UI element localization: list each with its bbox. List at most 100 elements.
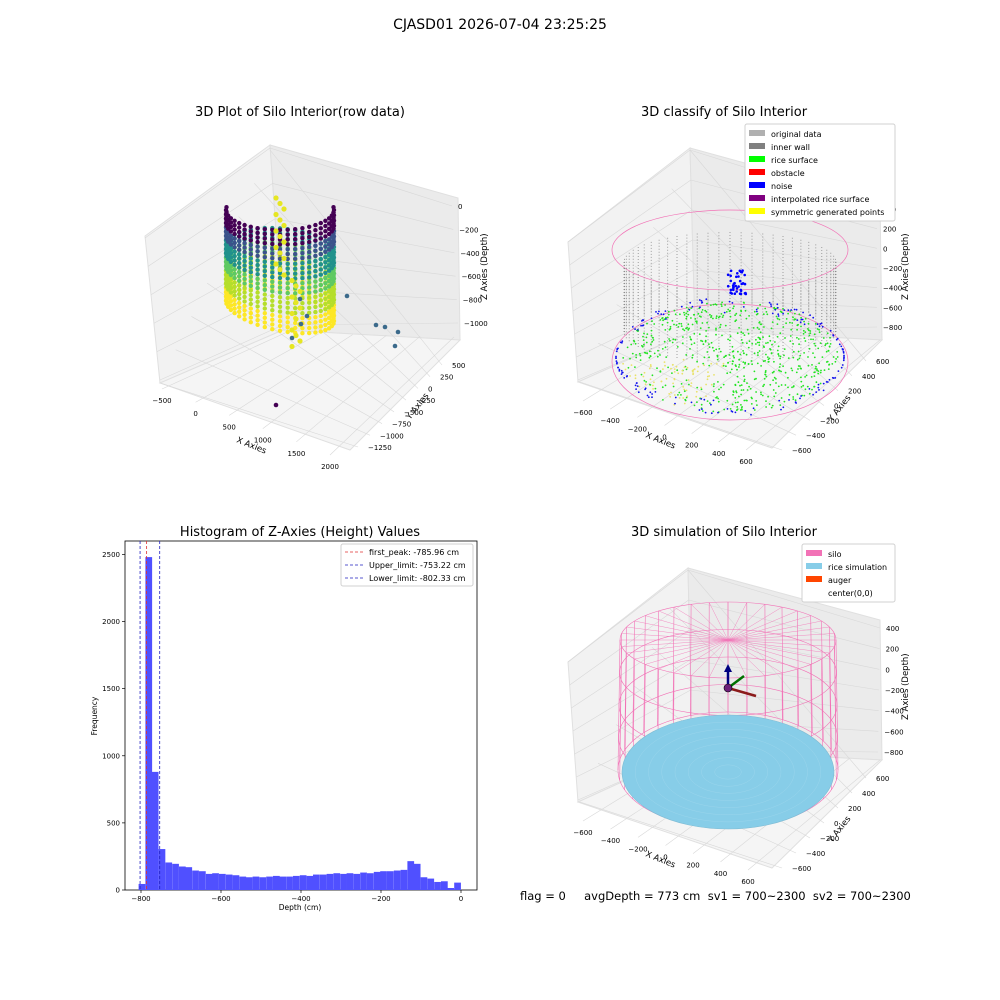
surface-point bbox=[792, 316, 794, 319]
cloud-point bbox=[248, 292, 253, 298]
surface-point bbox=[746, 328, 749, 331]
surface-point bbox=[701, 410, 704, 412]
surface-point bbox=[777, 385, 780, 388]
cloud-point bbox=[285, 329, 290, 335]
surface-point bbox=[690, 338, 693, 341]
surface-point bbox=[750, 360, 753, 362]
histogram-bar bbox=[293, 875, 300, 890]
surface-point bbox=[734, 314, 736, 317]
surface-point bbox=[643, 332, 645, 335]
cloud-point bbox=[289, 294, 295, 300]
surface-point bbox=[667, 313, 670, 316]
simulation-legend-label: center(0,0) bbox=[828, 589, 873, 598]
surface-point bbox=[785, 322, 787, 325]
surface-point bbox=[808, 334, 811, 337]
surface-point bbox=[650, 329, 653, 332]
noise-point bbox=[838, 343, 841, 346]
surface-point bbox=[728, 354, 731, 356]
surface-point bbox=[784, 371, 787, 374]
surface-point bbox=[686, 310, 689, 313]
cloud-point bbox=[307, 290, 312, 295]
z-tick-label: −600 bbox=[884, 728, 903, 736]
cloud-point bbox=[326, 315, 332, 320]
surface-point bbox=[633, 340, 636, 343]
surface-point bbox=[700, 388, 703, 391]
noise-point bbox=[735, 290, 738, 293]
surface-point bbox=[685, 327, 687, 330]
center-marker-icon bbox=[723, 683, 733, 693]
surface-point bbox=[797, 323, 799, 326]
surface-point bbox=[629, 357, 631, 360]
cloud-point bbox=[262, 231, 267, 237]
surface-point bbox=[743, 378, 746, 381]
surface-point bbox=[667, 310, 670, 313]
noise-point bbox=[615, 350, 618, 353]
cloud-point bbox=[307, 305, 312, 310]
cloud-point bbox=[326, 252, 332, 258]
cloud-point bbox=[232, 223, 237, 228]
noise-point bbox=[801, 318, 804, 321]
cloud-point bbox=[270, 317, 275, 322]
cloud-point bbox=[228, 281, 234, 286]
surface-point bbox=[814, 367, 817, 370]
surface-point bbox=[703, 364, 705, 367]
surface-point bbox=[709, 313, 711, 316]
raw-back-pane-right bbox=[269, 144, 461, 341]
y-tick-label: 400 bbox=[862, 373, 875, 381]
surface-point bbox=[804, 376, 806, 378]
cloud-point bbox=[285, 295, 290, 301]
histogram-bar bbox=[427, 878, 435, 890]
surface-point bbox=[738, 363, 741, 366]
noise-point bbox=[821, 325, 824, 328]
cloud-point bbox=[323, 234, 328, 239]
surface-point bbox=[721, 334, 723, 337]
surface-point bbox=[659, 354, 661, 356]
surface-point bbox=[649, 364, 652, 366]
surface-point bbox=[765, 342, 767, 344]
cloud-point bbox=[293, 332, 299, 339]
surface-point bbox=[749, 387, 752, 390]
cloud-point bbox=[313, 304, 318, 310]
surface-point bbox=[818, 362, 820, 365]
cloud-point bbox=[323, 286, 328, 291]
surface-point bbox=[804, 340, 807, 342]
cloud-point bbox=[228, 233, 234, 238]
y-tick-label: 400 bbox=[862, 790, 875, 798]
surface-point bbox=[819, 382, 822, 385]
noise-point bbox=[617, 366, 619, 369]
surface-point bbox=[792, 398, 795, 400]
outlier-point bbox=[304, 313, 310, 319]
surface-point bbox=[742, 389, 745, 391]
noise-point bbox=[621, 371, 624, 374]
surface-point bbox=[668, 338, 670, 340]
noise-point bbox=[782, 312, 784, 315]
surface-point bbox=[712, 303, 715, 306]
cloud-point bbox=[248, 279, 253, 284]
noise-point bbox=[842, 350, 845, 353]
cloud-point bbox=[285, 256, 290, 262]
cloud-point bbox=[255, 318, 260, 323]
grid-line bbox=[691, 209, 878, 249]
surface-point bbox=[663, 318, 666, 321]
grid-line bbox=[689, 149, 867, 362]
noise-point bbox=[691, 305, 694, 308]
surface-point bbox=[719, 323, 722, 326]
noise-point bbox=[728, 300, 731, 303]
surface-point bbox=[792, 396, 795, 398]
grid-line bbox=[147, 183, 273, 267]
surface-point bbox=[807, 322, 810, 325]
surface-point bbox=[732, 307, 734, 310]
cloud-point bbox=[285, 242, 290, 247]
surface-point bbox=[772, 389, 775, 391]
cloud-point bbox=[270, 256, 275, 261]
surface-point bbox=[650, 343, 652, 346]
surface-point bbox=[678, 391, 681, 394]
noise-point bbox=[717, 411, 719, 414]
surface-point bbox=[683, 311, 685, 314]
cloud-point bbox=[326, 221, 332, 226]
noise-point bbox=[812, 393, 814, 396]
noise-point bbox=[734, 284, 738, 288]
surface-point bbox=[735, 391, 738, 394]
surface-point bbox=[706, 302, 708, 305]
cloud-point bbox=[313, 289, 318, 294]
